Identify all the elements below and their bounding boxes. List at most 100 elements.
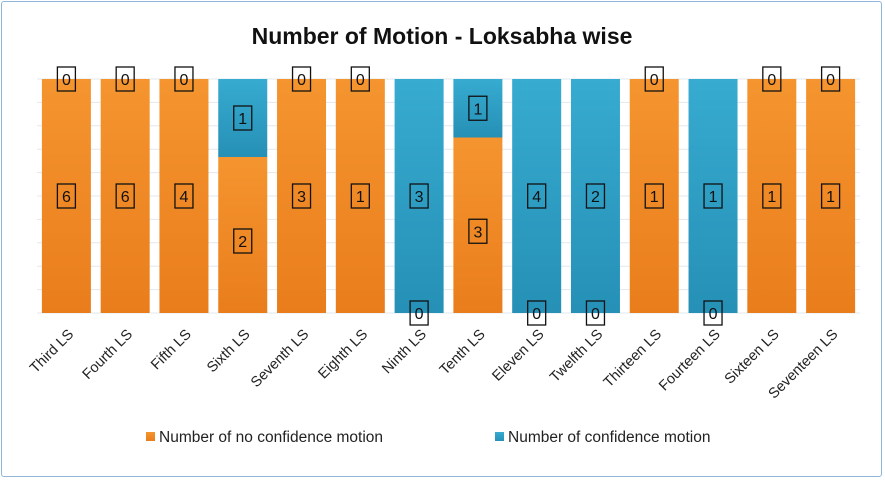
legend-item-0: Number of no confidence motion	[146, 429, 383, 446]
data-labels: 6 0 6 0 4 0 2 1 3 0 1 0 0 3 3 1 0 4 0 2 1 0 0 1 1 0 1 0	[56, 66, 841, 326]
bar-confidence-7	[453, 79, 503, 138]
data-label-box	[350, 183, 370, 209]
data-label-text: 0	[121, 72, 130, 89]
data-label-box	[644, 66, 664, 92]
chart-title: Number of Motion - Loksabha wise	[252, 23, 633, 49]
data-label-no-confidence-3: 2	[233, 228, 253, 254]
data-label-text: 1	[238, 111, 247, 128]
data-label-confidence-0: 0	[56, 66, 77, 92]
data-label-text: 6	[62, 189, 71, 206]
data-label-text: 1	[650, 189, 659, 206]
bar-no-confidence-7	[453, 137, 503, 313]
data-label-box	[762, 66, 782, 92]
data-label-text: 0	[767, 72, 776, 89]
x-tick-label-6: Ninth LS	[379, 327, 430, 378]
data-label-no-confidence-2: 4	[174, 183, 194, 209]
x-tick-label-12: Sixteen LS	[722, 327, 783, 388]
data-label-box	[56, 66, 77, 92]
data-label-box	[703, 183, 723, 209]
data-label-confidence-5: 0	[350, 66, 370, 92]
data-label-box	[174, 66, 194, 92]
data-label-no-confidence-13: 1	[820, 183, 841, 209]
data-label-box	[409, 183, 429, 209]
data-label-no-confidence-6: 0	[409, 300, 429, 326]
data-label-confidence-1: 0	[115, 66, 135, 92]
data-label-box	[56, 183, 77, 209]
data-label-no-confidence-12: 1	[762, 183, 782, 209]
x-tick-label-9: Twelfth LS	[547, 327, 606, 386]
data-label-text: 4	[532, 189, 541, 206]
data-label-box	[468, 95, 488, 121]
data-label-no-confidence-9: 0	[585, 300, 606, 326]
data-label-no-confidence-5: 1	[350, 183, 370, 209]
data-label-box	[350, 66, 370, 92]
data-label-text: 1	[767, 189, 776, 206]
data-label-text: 0	[297, 72, 306, 89]
data-label-text: 0	[356, 72, 365, 89]
x-tick-label-0: Third LS	[27, 327, 77, 377]
data-label-box	[233, 105, 253, 131]
data-label-box	[820, 183, 841, 209]
legend-item-1: Number of confidence motion	[495, 429, 710, 446]
data-label-text: 0	[826, 72, 835, 89]
bar-no-confidence-12	[747, 79, 797, 313]
data-label-no-confidence-4: 3	[291, 183, 312, 209]
x-tick-label-2: Fifth LS	[148, 327, 195, 374]
data-label-box	[233, 228, 253, 254]
data-label-confidence-4: 0	[291, 66, 312, 92]
data-label-confidence-7: 1	[468, 95, 488, 121]
legend-swatch	[495, 432, 504, 441]
bar-no-confidence-1	[100, 79, 150, 313]
data-label-text: 2	[591, 189, 600, 206]
data-label-text: 1	[356, 189, 365, 206]
data-label-box	[468, 218, 488, 244]
legend-label: Number of confidence motion	[508, 429, 710, 446]
data-label-box	[585, 183, 606, 209]
x-tick-label-5: Eighth LS	[315, 327, 371, 383]
x-tick-label-4: Seventh LS	[248, 327, 312, 391]
data-label-no-confidence-1: 6	[115, 183, 135, 209]
data-label-text: 0	[709, 306, 718, 323]
bar-no-confidence-4	[277, 79, 327, 313]
data-label-text: 3	[297, 189, 306, 206]
data-label-confidence-8: 4	[527, 183, 547, 209]
data-label-no-confidence-8: 0	[527, 300, 547, 326]
bar-confidence-6	[394, 79, 444, 313]
bar-no-confidence-5	[335, 79, 385, 313]
data-label-confidence-11: 1	[703, 183, 723, 209]
data-label-text: 0	[62, 72, 71, 89]
bar-no-confidence-10	[629, 79, 679, 313]
data-label-confidence-2: 0	[174, 66, 194, 92]
x-tick-label-3: Sixth LS	[204, 327, 253, 376]
data-label-box	[644, 183, 664, 209]
data-label-no-confidence-0: 6	[56, 183, 77, 209]
data-label-box	[527, 183, 547, 209]
data-label-confidence-3: 1	[233, 105, 253, 131]
data-label-no-confidence-7: 3	[468, 218, 488, 244]
bar-confidence-9	[570, 79, 620, 313]
data-label-confidence-13: 0	[820, 66, 841, 92]
data-label-box	[703, 300, 723, 326]
data-label-text: 1	[709, 189, 718, 206]
data-label-confidence-9: 2	[585, 183, 606, 209]
x-tick-label-11: Fourteen LS	[656, 327, 724, 395]
x-tick-label-7: Tenth LS	[437, 327, 489, 379]
bar-no-confidence-0	[41, 79, 91, 313]
data-label-text: 1	[826, 189, 835, 206]
x-tick-label-8: Eleven LS	[489, 327, 547, 385]
data-label-box	[291, 66, 312, 92]
data-label-text: 4	[180, 189, 189, 206]
data-label-text: 2	[238, 234, 247, 251]
data-label-text: 0	[532, 306, 541, 323]
data-label-box	[820, 66, 841, 92]
data-label-box	[174, 183, 194, 209]
data-label-box	[762, 183, 782, 209]
bar-confidence-8	[512, 79, 562, 313]
data-label-no-confidence-10: 1	[644, 183, 664, 209]
x-tick-label-1: Fourth LS	[80, 327, 136, 383]
data-label-confidence-10: 0	[644, 66, 664, 92]
bars	[41, 79, 856, 313]
data-label-confidence-6: 3	[409, 183, 429, 209]
bar-confidence-11	[688, 79, 738, 313]
